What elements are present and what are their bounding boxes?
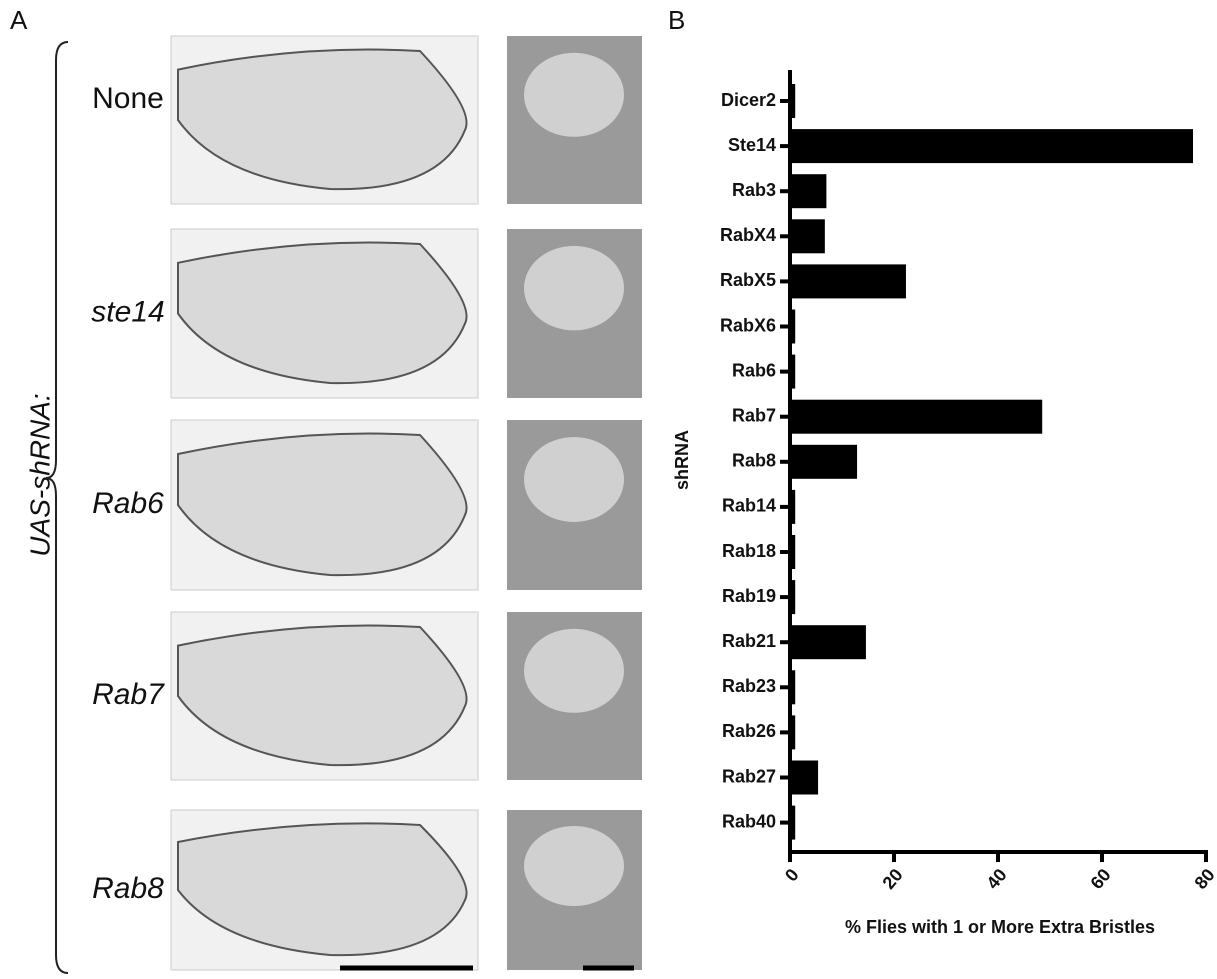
bar <box>790 580 795 614</box>
bar <box>790 219 825 253</box>
bar <box>790 806 795 840</box>
y-tick-label: Rab26 <box>722 721 776 741</box>
bar <box>790 625 866 659</box>
panel-label: B <box>668 5 685 35</box>
bar <box>790 129 1193 163</box>
bar <box>790 761 818 795</box>
bar <box>790 264 906 298</box>
bar <box>790 535 795 569</box>
group-label: UAS-shRNA: <box>24 393 55 556</box>
panel-label: A <box>10 5 28 35</box>
y-tick-label: RabX6 <box>720 315 776 335</box>
scutellum <box>524 246 624 331</box>
y-tick-label: Dicer2 <box>721 90 776 110</box>
bar <box>790 400 1042 434</box>
y-tick-label: Rab3 <box>732 180 776 200</box>
figure: A B UAS-shRNA: None ste14 Rab6 Rab7 Rab8 shR… <box>0 0 1217 979</box>
bar <box>790 715 795 749</box>
row-label: Rab8 <box>92 872 164 905</box>
bar <box>790 490 795 524</box>
y-tick-label: Rab27 <box>722 766 776 786</box>
scutellum <box>524 53 624 137</box>
y-tick-label: Rab6 <box>732 360 776 380</box>
page: A B UAS-shRNA: None ste14 Rab6 Rab7 Rab8 shR… <box>0 0 1217 979</box>
image-panel: None ste14 Rab6 Rab7 Rab8 <box>91 36 642 970</box>
y-tick-label: Ste14 <box>728 135 776 155</box>
y-tick-label: RabX4 <box>720 225 776 245</box>
row-label: ste14 <box>91 295 164 328</box>
bar <box>790 355 795 389</box>
x-axis-label: % Flies with 1 or More Extra Bristles <box>845 917 1155 937</box>
x-tick-label: 20 <box>879 865 907 893</box>
y-tick-label: Rab7 <box>732 405 776 425</box>
y-tick-label: Rab23 <box>722 676 776 696</box>
scutellum <box>524 826 624 906</box>
bar <box>790 84 795 118</box>
x-tick-label: 0 <box>781 865 803 886</box>
bar <box>790 310 795 344</box>
row-label: None <box>92 82 164 115</box>
bar <box>790 445 857 479</box>
y-tick-label: Rab14 <box>722 496 776 516</box>
x-tick-label: 60 <box>1087 865 1115 893</box>
y-axis-label: shRNA <box>672 430 692 490</box>
y-tick-label: Rab19 <box>722 586 776 606</box>
x-tick-label: 40 <box>983 865 1011 893</box>
y-tick-label: Rab8 <box>732 451 776 471</box>
x-tick-label: 80 <box>1191 865 1217 893</box>
y-tick-label: Rab18 <box>722 541 776 561</box>
scutellum <box>524 437 624 522</box>
y-tick-label: RabX5 <box>720 270 776 290</box>
bar <box>790 670 795 704</box>
bar <box>790 174 826 208</box>
row-label: Rab6 <box>92 487 164 520</box>
row-label: Rab7 <box>92 678 165 711</box>
y-tick-label: Rab40 <box>722 811 776 831</box>
y-tick-label: Rab21 <box>722 631 776 651</box>
scutellum <box>524 629 624 713</box>
